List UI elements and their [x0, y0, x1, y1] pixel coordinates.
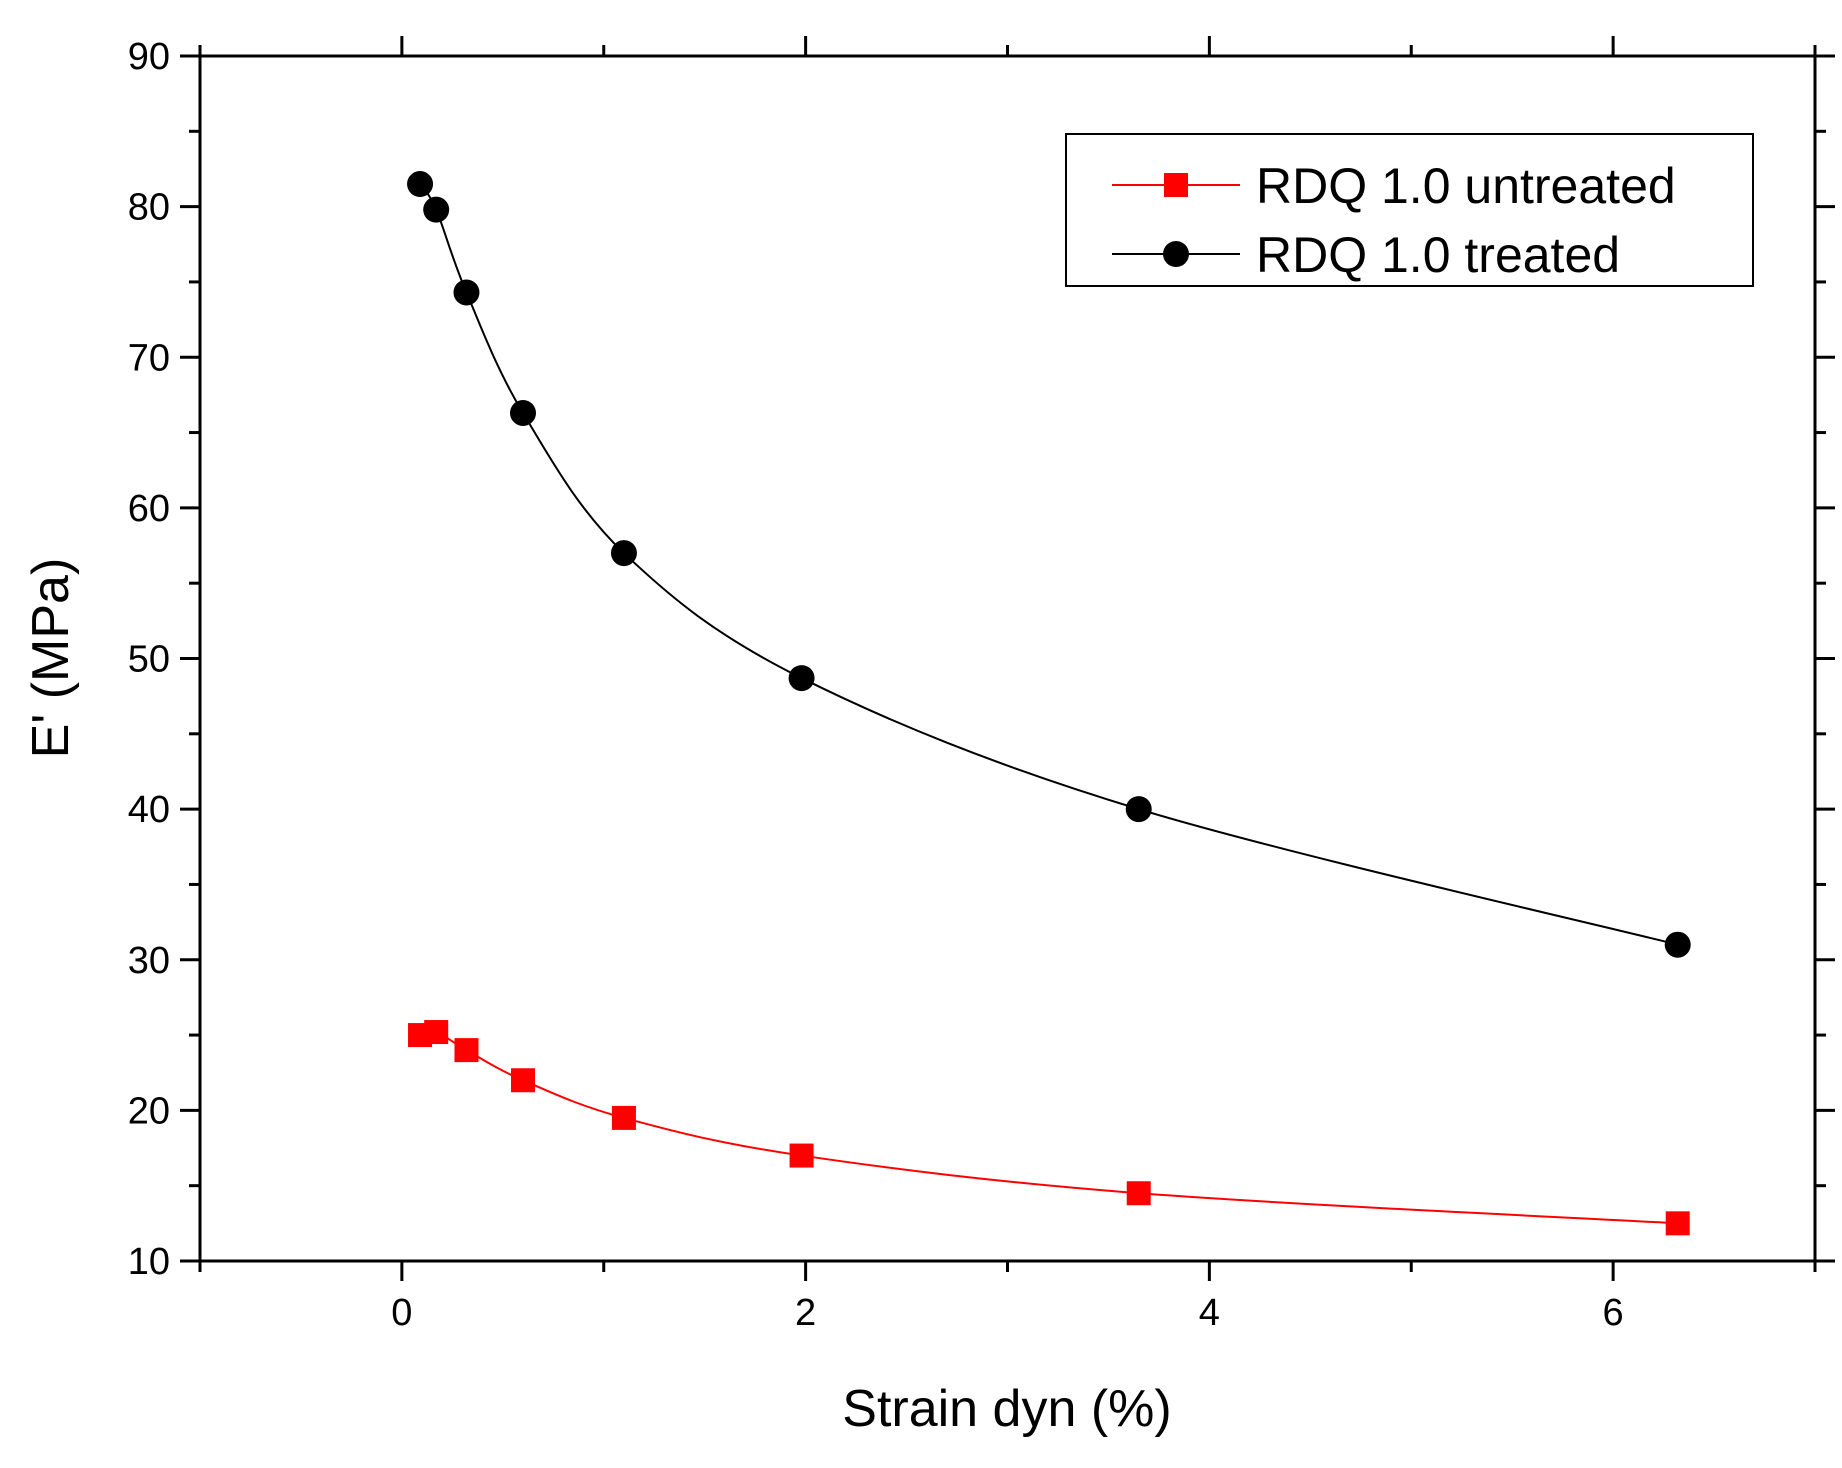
y-tick-label: 90 — [128, 36, 170, 78]
x-tick-label: 4 — [1199, 1292, 1220, 1334]
data-point-untreated — [1126, 1181, 1151, 1206]
x-tick-label: 2 — [795, 1292, 816, 1334]
legend-marker-untreated — [1164, 173, 1188, 197]
legend-marker-treated — [1163, 241, 1189, 267]
y-tick-label: 40 — [128, 789, 170, 831]
data-point-treated — [610, 540, 637, 567]
data-point-untreated — [511, 1068, 535, 1093]
legend: RDQ 1.0 untreated RDQ 1.0 treated — [1065, 133, 1754, 287]
x-tick-label: 6 — [1603, 1292, 1624, 1334]
legend-label-untreated: RDQ 1.0 untreated — [1256, 158, 1676, 214]
data-point-treated — [453, 279, 480, 306]
data-point-treated — [788, 665, 815, 692]
data-point-untreated — [1665, 1211, 1690, 1236]
axes: 0 2 4 6 10 20 30 40 50 60 70 80 90 — [128, 36, 1835, 1334]
series-line-0 — [419, 1030, 1678, 1225]
series-layer — [407, 171, 1691, 1236]
data-point-untreated — [611, 1105, 636, 1130]
y-tick-label: 30 — [128, 940, 170, 982]
y-tick-label: 50 — [128, 639, 170, 681]
x-tick-label: 0 — [391, 1292, 412, 1334]
data-point-untreated — [454, 1038, 479, 1063]
y-tick-label: 70 — [128, 337, 170, 379]
y-axis-title: E' (MPa) — [22, 558, 80, 759]
y-tick-label: 10 — [128, 1241, 170, 1283]
legend-label-treated: RDQ 1.0 treated — [1256, 227, 1620, 283]
data-point-treated — [1125, 796, 1152, 823]
y-tick-label: 20 — [128, 1090, 170, 1132]
x-axis-title: Strain dyn (%) — [842, 1380, 1171, 1438]
data-point-treated — [423, 196, 450, 223]
data-point-untreated — [424, 1020, 449, 1045]
data-point-treated — [510, 399, 536, 426]
data-point-treated — [1664, 931, 1691, 958]
y-tick-label: 80 — [128, 187, 170, 229]
data-point-untreated — [789, 1143, 814, 1168]
data-point-treated — [407, 171, 434, 198]
series-line-1 — [419, 183, 1678, 946]
y-tick-label: 60 — [128, 488, 170, 530]
